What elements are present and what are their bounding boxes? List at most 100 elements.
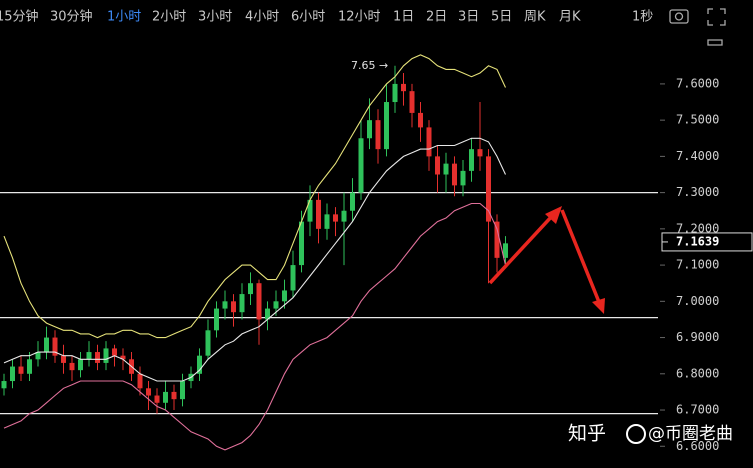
candle-body [197, 355, 202, 374]
y-tick-label: 6.6000 [676, 439, 719, 453]
candle-body [214, 308, 219, 331]
candle-body [52, 337, 58, 356]
tick-interval[interactable]: 1秒 [632, 10, 653, 25]
interval-button[interactable]: 3小时 [198, 10, 232, 25]
y-tick-label: 7.5000 [676, 113, 719, 127]
candle-body [222, 301, 228, 309]
candle-body [205, 330, 211, 356]
interval-button[interactable]: 5日 [491, 10, 512, 25]
candle-body [341, 210, 347, 222]
plot: 6.6000 6.7000 6.8000 6.9000 7.0000 7.1000 7.20… [0, 54, 753, 453]
candle-body [316, 199, 321, 229]
interval-button[interactable]: 月K [559, 10, 581, 25]
candle-body [35, 352, 41, 360]
candle-body [299, 221, 304, 266]
candle-body [248, 283, 253, 295]
watermark: 知乎 @币圈老曲 [568, 423, 733, 445]
candle-body [469, 149, 474, 171]
interval-button[interactable]: 12小时 [338, 10, 381, 25]
y-tick-label: 6.7000 [676, 403, 719, 417]
candle-body [1, 381, 7, 389]
y-tick-label: 6.8000 [676, 366, 719, 380]
candle-body [10, 366, 15, 382]
candle-body [18, 366, 24, 374]
interval-button[interactable]: 4小时 [245, 10, 279, 25]
candle-body [477, 149, 483, 157]
candle-body [307, 199, 313, 222]
candle-body [95, 352, 100, 363]
candle-body [443, 163, 449, 175]
interval-button[interactable]: 15分钟 [0, 9, 39, 25]
band-line [3, 137, 506, 382]
y-tick-label: 7.3000 [676, 185, 719, 199]
interval-button[interactable]: 3日 [458, 10, 479, 25]
candle-body [103, 348, 109, 363]
candle-body [163, 391, 168, 403]
candle-body [350, 192, 355, 211]
interval-button[interactable]: 6小时 [291, 10, 325, 25]
candle-body [44, 337, 49, 353]
candle-body [171, 391, 177, 400]
interval-button[interactable]: 1小时 [107, 10, 141, 25]
y-tick-label: 7.1000 [676, 258, 719, 272]
fullscreen-icon[interactable] [707, 8, 726, 46]
arrow-head [592, 298, 605, 314]
candle-body [460, 170, 466, 186]
y-tick-label: 7.2000 [676, 221, 719, 235]
camera-body [669, 9, 689, 24]
y-tick-label: 7.0000 [676, 294, 719, 308]
candle-body [384, 102, 389, 150]
current-price-label: 7.1639 [676, 234, 719, 248]
interval-button[interactable]: 1日 [393, 10, 414, 25]
band-line [3, 54, 506, 339]
candle-body [239, 294, 245, 313]
candle-body [435, 156, 440, 175]
candle-body [409, 91, 415, 113]
camera-icon[interactable] [669, 9, 689, 24]
candle-body [146, 388, 151, 396]
y-tick-label: 6.9000 [676, 330, 719, 344]
watermark-site: 知乎 [568, 423, 606, 445]
y-tick-label: 7.6000 [676, 76, 719, 90]
candle-body [78, 359, 83, 371]
interval-button[interactable]: 30分钟 [50, 9, 93, 25]
candle-body [503, 243, 508, 258]
candle-body [290, 265, 296, 291]
candle-body [27, 359, 32, 374]
candle-body [401, 83, 406, 92]
toolbar: 15分钟 30分钟 1小时 2小时 3小时 4小时 6小时 12小时 1日 2日 3日 5日 周K 月K [0, 9, 581, 25]
candle-body [494, 221, 500, 258]
candle-body [282, 290, 287, 302]
candle-body [358, 138, 364, 193]
candle-body [486, 156, 491, 222]
candle-body [324, 214, 330, 229]
red-arrows [488, 206, 605, 314]
minimize [707, 39, 723, 46]
interval-button[interactable]: 2小时 [152, 10, 186, 25]
camera-lens [674, 12, 684, 21]
arrow-head [545, 206, 562, 224]
candle-body [426, 127, 432, 157]
candle-body [367, 120, 372, 139]
candle-body [333, 214, 338, 222]
candle-body [375, 120, 381, 150]
arrow-down [560, 209, 601, 303]
band-line [3, 202, 507, 451]
fullscreen-corners [707, 8, 726, 26]
candle-body [273, 301, 279, 309]
candle-body [120, 355, 126, 360]
candle-body [231, 301, 236, 313]
candle-body [112, 348, 117, 356]
interval-button[interactable]: 周K [524, 10, 546, 25]
candle-body [392, 83, 398, 103]
watermark-author: @币圈老曲 [648, 424, 733, 444]
interval-button[interactable]: 2日 [426, 10, 447, 25]
candle-body [154, 395, 160, 403]
candle-body [452, 163, 457, 186]
arrow-up [488, 213, 555, 285]
watermark-icon [626, 424, 646, 444]
y-tick-label: 7.4000 [676, 149, 719, 163]
high-annotation: 7.65 → [351, 59, 388, 72]
